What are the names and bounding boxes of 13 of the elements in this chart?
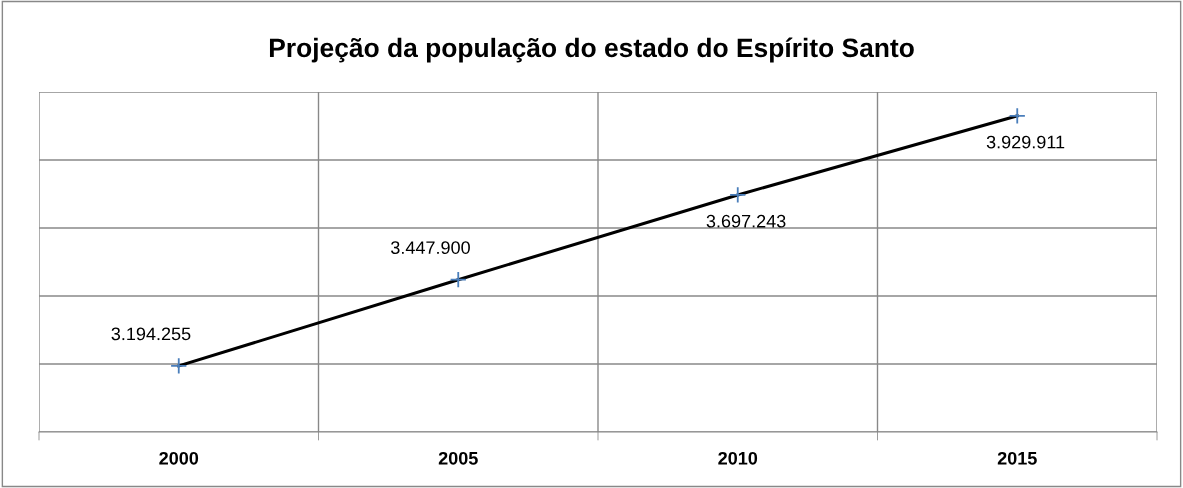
- point: [1008, 107, 1026, 125]
- x-tick-label: 2005: [438, 451, 478, 465]
- point: [449, 271, 467, 289]
- point: [729, 186, 747, 204]
- data-label: 3.697.243: [706, 214, 786, 228]
- x-tick-label: 2010: [718, 451, 758, 465]
- data-label: 3.447.900: [391, 241, 470, 255]
- chart-title: Projeção da população do estado do Espírito Santo: [269, 37, 914, 63]
- data-label: 3.194.255: [111, 327, 191, 341]
- point: [170, 357, 188, 375]
- data-label: 3.929.911: [986, 135, 1065, 149]
- x-tick-label: 2000: [159, 451, 199, 465]
- x-tick-label: 2015: [997, 451, 1037, 465]
